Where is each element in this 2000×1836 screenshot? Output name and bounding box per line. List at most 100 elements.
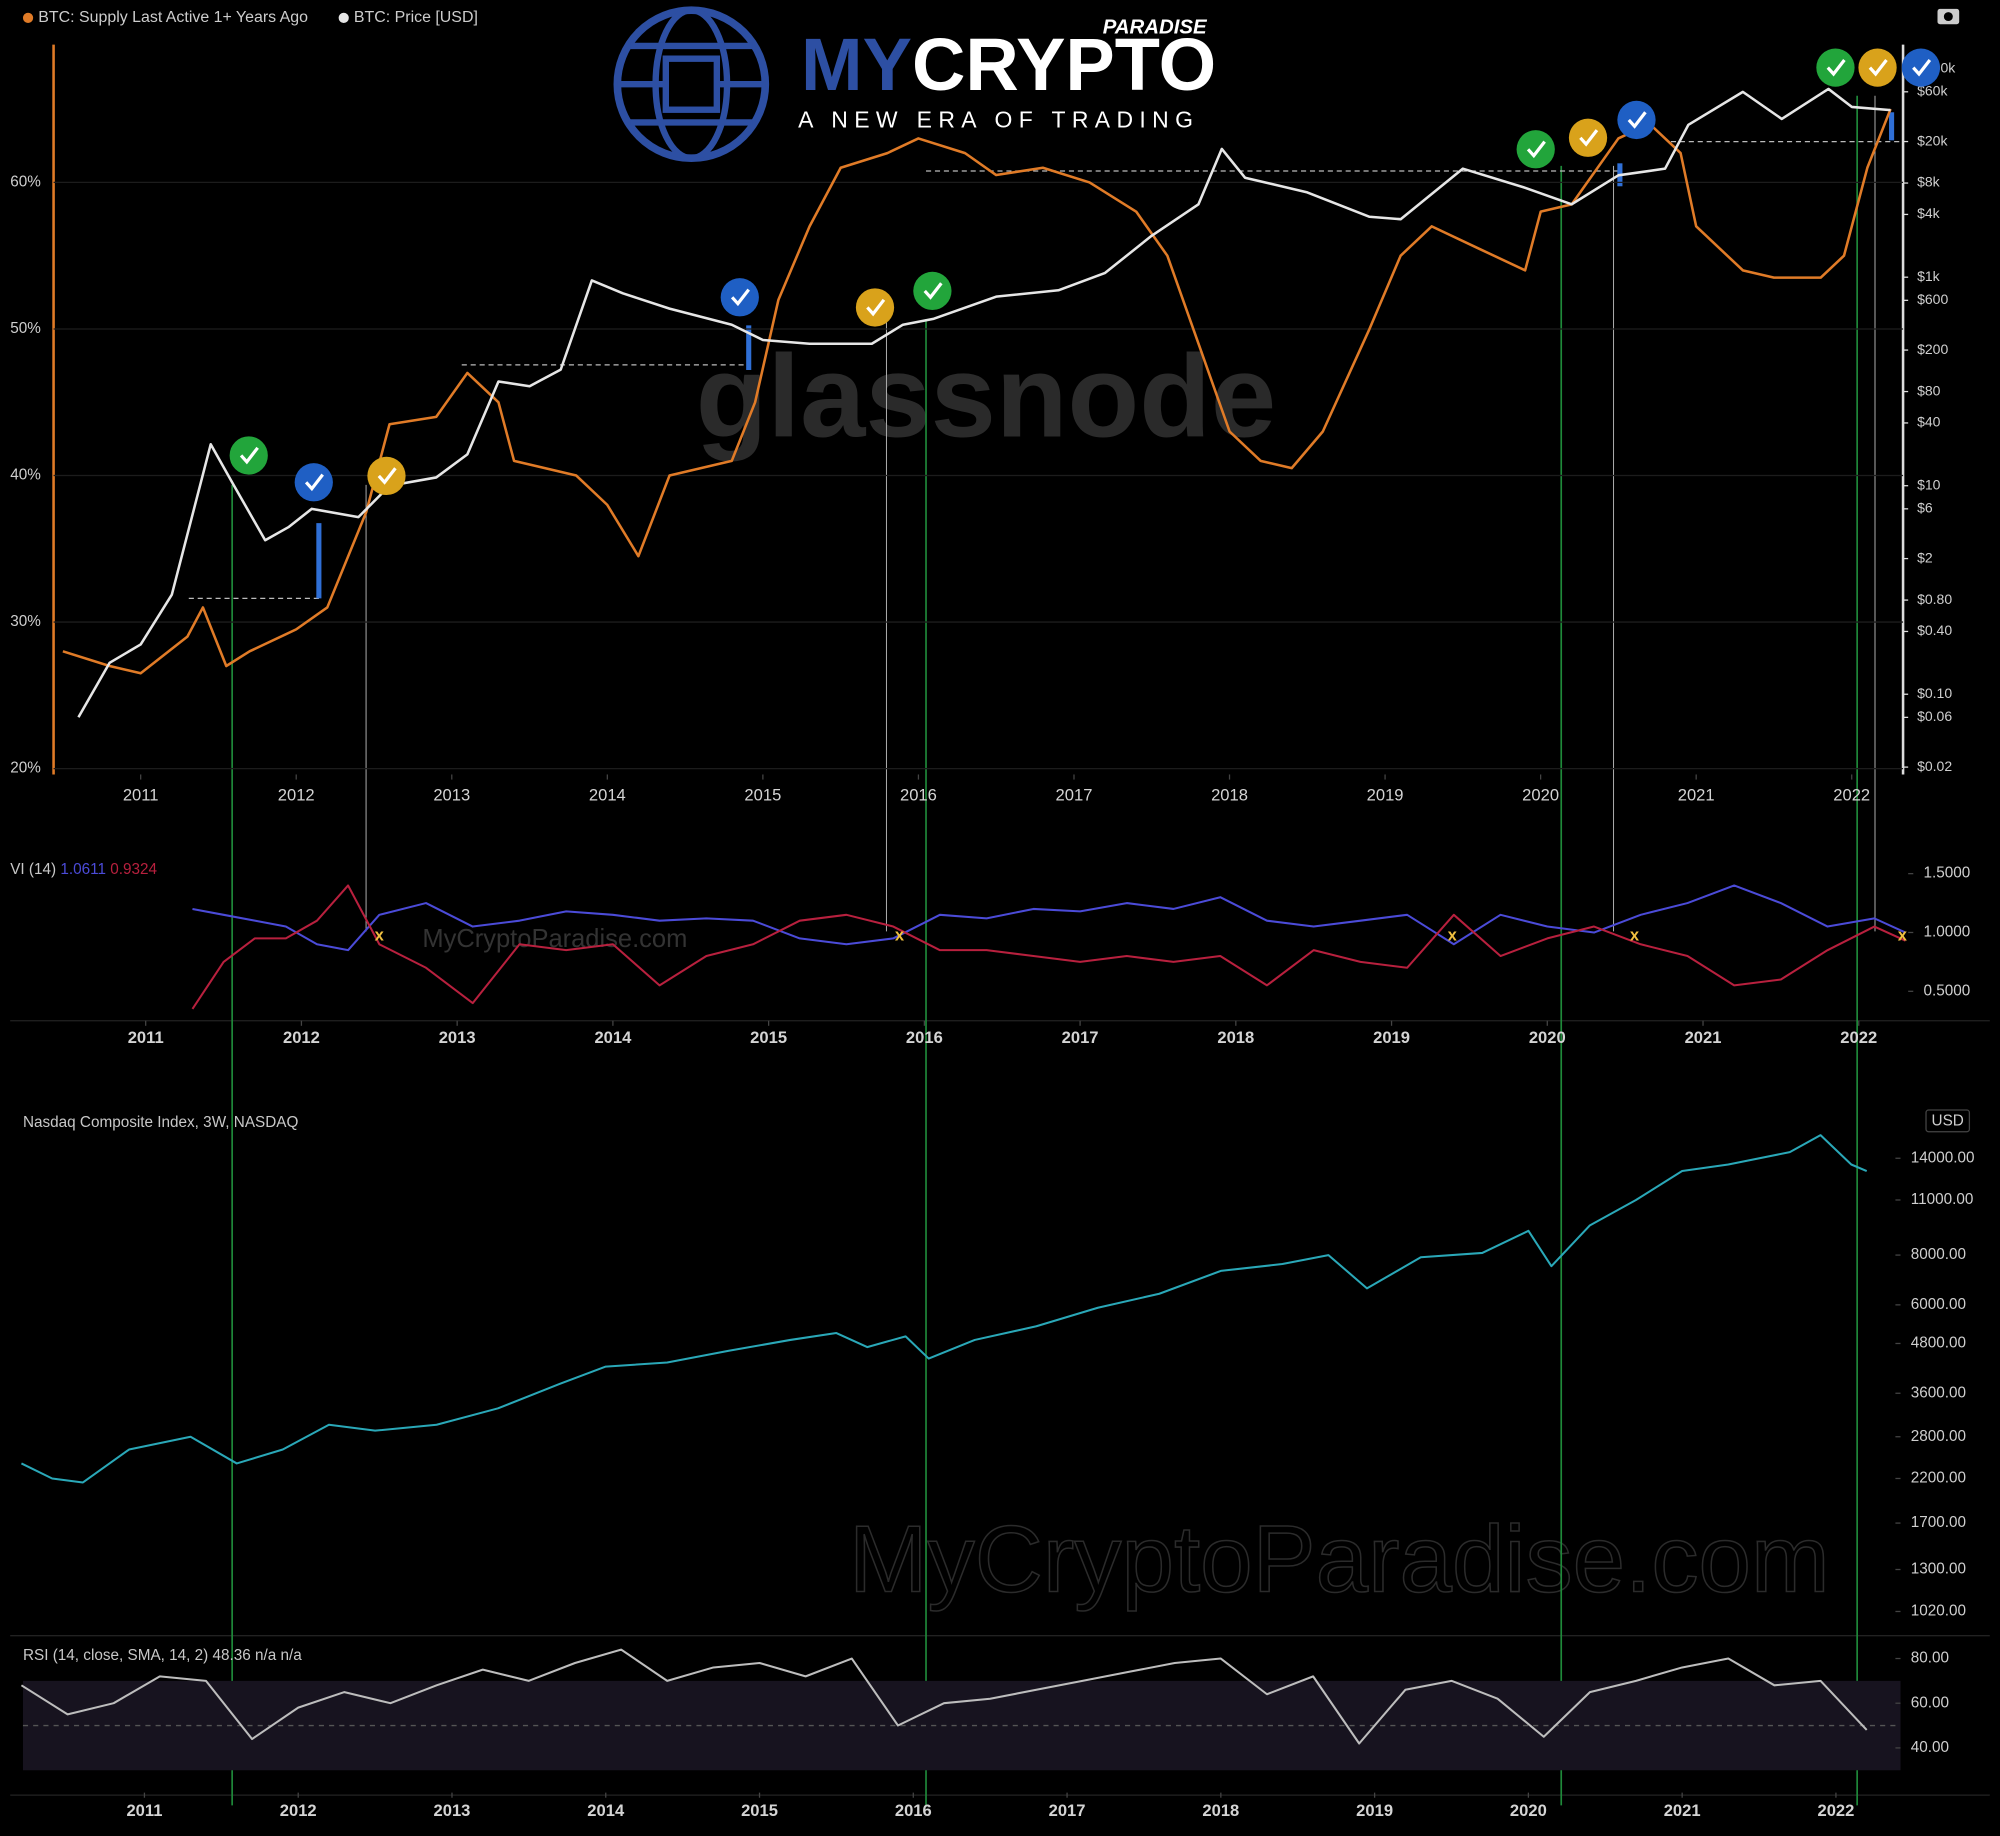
x-tick-label: 2020 xyxy=(1522,786,1559,805)
y2-tick-label: $60k xyxy=(1917,83,1948,99)
logo-name: MYCRYPTO xyxy=(801,23,1216,106)
check-icon xyxy=(1858,48,1897,87)
check-icon xyxy=(1816,48,1855,87)
check-icon xyxy=(855,288,895,327)
legend-swatch xyxy=(338,12,349,23)
panel-title-text: RSI (14, close, SMA, 14, 2) xyxy=(23,1647,208,1664)
x-tick-label: 2017 xyxy=(1056,786,1093,805)
cross-marker: x xyxy=(1898,925,1908,944)
check-icon xyxy=(294,463,333,502)
x-tick-label: 2012 xyxy=(278,786,315,805)
y2-tick-label: $1k xyxy=(1917,268,1941,284)
y-tick-label: 0.5000 xyxy=(1923,982,1970,999)
y-tick-label: 50% xyxy=(10,320,41,337)
y-tick-label: 80.00 xyxy=(1911,1650,1949,1667)
check-icon xyxy=(1579,129,1599,147)
x-tick-label: 2017 xyxy=(1062,1028,1099,1047)
extra-label: n/a xyxy=(281,1647,303,1664)
y2-tick-label: $0.80 xyxy=(1917,591,1952,607)
last-value: 0.9324 xyxy=(110,861,157,878)
panel-title: VI (14) 1.0611 0.9324 xyxy=(10,861,157,878)
y-tick-label: 1.5000 xyxy=(1923,865,1970,882)
cross-marker: x xyxy=(1630,925,1640,944)
x-tick-label: 2022 xyxy=(1817,1801,1854,1820)
logo: MYCRYPTO PARADISE A NEW ERA OF TRADING xyxy=(613,6,1216,163)
x-tick-label: 2021 xyxy=(1685,1028,1722,1047)
y-tick-label: 60.00 xyxy=(1911,1694,1949,1711)
watermark: glassnode xyxy=(696,331,1276,462)
unit-label: USD xyxy=(1932,1113,1964,1130)
y2-tick-label: $600 xyxy=(1917,291,1948,307)
y-tick-label: 11000.00 xyxy=(1911,1191,1974,1208)
y-tick-label: 30% xyxy=(10,613,41,630)
y2-tick-label: $2 xyxy=(1917,549,1933,565)
check-icon xyxy=(913,271,952,311)
check-icon xyxy=(367,456,406,496)
y2-tick-label: $10 xyxy=(1917,476,1941,492)
x-tick-label: 2011 xyxy=(126,1801,162,1820)
check-icon xyxy=(720,278,759,317)
x-tick-label: 2020 xyxy=(1510,1801,1547,1820)
y2-tick-label: $4k xyxy=(1917,205,1941,221)
y2-tick-label: $20k xyxy=(1917,132,1948,148)
check-icon xyxy=(1826,58,1846,77)
check-icon xyxy=(377,467,397,485)
check-icon xyxy=(239,446,259,465)
y-tick-label: 2800.00 xyxy=(1911,1428,1966,1445)
series-line xyxy=(20,1648,1868,1745)
check-icon xyxy=(304,473,324,492)
x-tick-label: 2013 xyxy=(434,1801,471,1820)
y2-tick-label: $40 xyxy=(1917,414,1941,430)
x-tick-label: 2016 xyxy=(895,1801,932,1820)
legend-label: BTC: Supply Last Active 1+ Years Ago xyxy=(38,9,308,26)
y2-tick-label: $80 xyxy=(1917,382,1941,398)
legend-label: BTC: Price [USD] xyxy=(354,9,478,26)
y-tick-label: 3600.00 xyxy=(1911,1384,1966,1401)
y-tick-label: 20% xyxy=(10,760,41,777)
signal-icons xyxy=(229,48,1941,502)
panel-title: Nasdaq Composite Index, 3W, NASDAQ xyxy=(23,1114,299,1131)
y-tick-label: 40.00 xyxy=(1911,1739,1949,1756)
cross-marker: x xyxy=(375,925,385,944)
x-tick-label: 2014 xyxy=(594,1028,632,1047)
check-icon xyxy=(1568,118,1608,157)
x-tick-label: 2011 xyxy=(128,1028,164,1047)
x-tick-label: 2016 xyxy=(900,786,937,805)
y2-tick-label: $0.06 xyxy=(1917,708,1952,724)
series-line xyxy=(192,884,1906,952)
series-line xyxy=(191,884,1906,1010)
check-icon xyxy=(866,298,886,317)
x-tick-label: 2013 xyxy=(439,1028,476,1047)
x-tick-label: 2018 xyxy=(1217,1028,1254,1047)
check-icon xyxy=(1617,100,1656,140)
check-icon xyxy=(1627,111,1647,129)
y-tick-label: 60% xyxy=(10,173,41,190)
y-tick-label: 40% xyxy=(10,467,41,484)
y-tick-label: 6000.00 xyxy=(1911,1296,1966,1313)
logo-chip xyxy=(662,55,721,113)
x-tick-label: 2022 xyxy=(1840,1028,1877,1047)
plots: 20% 30% 40% 50% 60% $0.02 $0.06 $0.10 $0.40 $0.80… xyxy=(10,9,1974,1820)
y2-tick-label: $200 xyxy=(1917,341,1948,357)
y-tick-label: 1300.00 xyxy=(1911,1561,1966,1578)
y-tick-label: 4800.00 xyxy=(1911,1335,1966,1352)
x-tick-label: 2014 xyxy=(589,786,626,805)
check-icon xyxy=(1868,58,1888,77)
y-tick-label: 1020.00 xyxy=(1911,1603,1966,1620)
legend-swatch xyxy=(22,12,34,23)
unit-box xyxy=(1925,1109,1971,1133)
series-line xyxy=(77,87,1891,718)
x-tick-label: 2012 xyxy=(280,1801,317,1820)
check-icon xyxy=(1912,58,1932,77)
y2-tick-label: $0.02 xyxy=(1917,758,1952,774)
check-icon xyxy=(923,282,943,300)
x-tick-label: 2015 xyxy=(750,1028,787,1047)
y2-tick-label: $8k xyxy=(1917,174,1941,190)
last-value: 48.36 xyxy=(213,1647,251,1664)
series-line xyxy=(62,108,1892,675)
y2-tick-label: $0.10 xyxy=(1917,685,1952,701)
y-tick-label: 1.0000 xyxy=(1923,924,1970,941)
panel-title-text: VI (14) xyxy=(10,861,56,878)
